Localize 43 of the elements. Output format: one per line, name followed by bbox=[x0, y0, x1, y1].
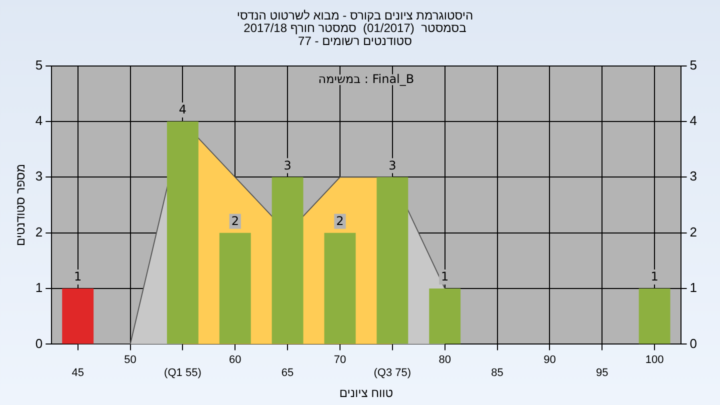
data-label: 1 bbox=[441, 270, 449, 284]
bar bbox=[429, 288, 461, 344]
y2-tick-label: 0 bbox=[690, 336, 698, 351]
x-tick-label: 90 bbox=[544, 354, 556, 366]
y2-tick-label: 4 bbox=[690, 113, 698, 128]
bar bbox=[219, 232, 251, 344]
y-tick-label: 3 bbox=[35, 168, 43, 184]
x-tick-label: 100 bbox=[645, 354, 664, 366]
y-axis-title: מספר סטודנטים bbox=[14, 164, 28, 246]
data-label: 4 bbox=[178, 102, 187, 117]
bar bbox=[272, 177, 304, 344]
x-axis-title: טווח ציונים bbox=[339, 386, 394, 400]
bar bbox=[324, 232, 356, 344]
data-label: 3 bbox=[284, 158, 292, 172]
x-tick-label: 50 bbox=[124, 354, 136, 366]
text: סטודנטים רשומים - 77 bbox=[298, 34, 412, 48]
y2-tick-label: 1 bbox=[690, 280, 698, 296]
y2-tick-label: 2 bbox=[690, 224, 698, 240]
x-tick-label: 60 bbox=[229, 354, 242, 366]
x-tick-label: 65 bbox=[281, 367, 294, 380]
x-tick-label: 95 bbox=[596, 367, 608, 380]
data-label: 1 bbox=[74, 270, 82, 284]
data-label: 1 bbox=[650, 270, 658, 284]
y-tick-label: 4 bbox=[35, 113, 43, 128]
text: היסטוגרמת ציונים בקורס - מבוא לשרטוט הנדסי bbox=[236, 8, 474, 23]
y2-tick-label: 5 bbox=[690, 57, 698, 72]
x-tick-label: 70 bbox=[334, 354, 346, 366]
bar bbox=[62, 288, 94, 344]
x-tick-label: (Q1 55) bbox=[164, 367, 202, 380]
text: בסמסטר (01/2017) סמסטר חורף 2017/18 bbox=[244, 21, 466, 36]
x-tick-label: 80 bbox=[438, 354, 451, 366]
data-label: 2 bbox=[231, 214, 239, 228]
y2-tick-label: 3 bbox=[690, 168, 698, 184]
data-label: 2 bbox=[336, 214, 344, 228]
y-tick-label: 2 bbox=[35, 224, 43, 240]
y-tick-label: 0 bbox=[35, 336, 43, 351]
x-tick-label: 45 bbox=[72, 367, 84, 380]
x-tick-label: 85 bbox=[491, 367, 504, 380]
data-label: 3 bbox=[388, 158, 396, 172]
y-tick-label: 1 bbox=[35, 280, 43, 296]
y-tick-label: 5 bbox=[35, 57, 43, 72]
bar bbox=[638, 288, 670, 344]
x-tick-label: (Q3 75) bbox=[374, 367, 412, 380]
